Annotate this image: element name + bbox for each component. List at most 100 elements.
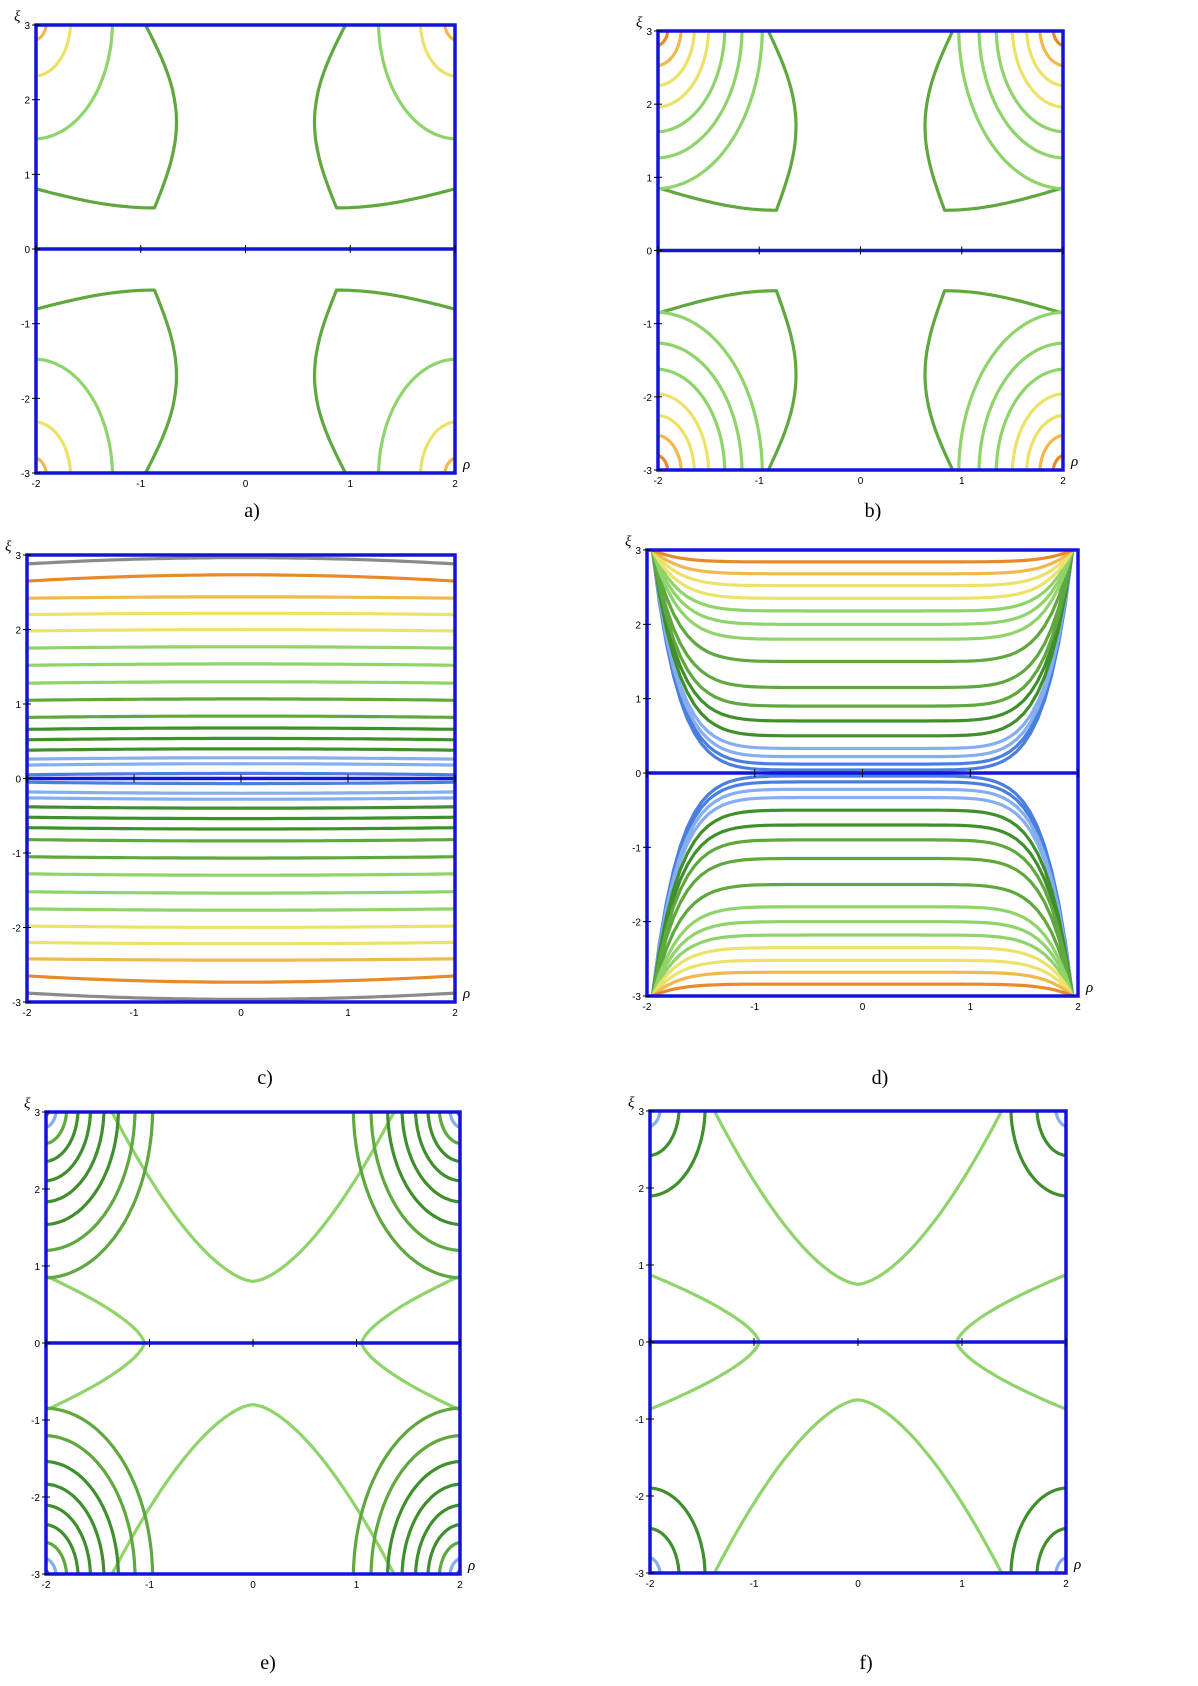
contour-line — [994, 367, 1063, 470]
contour-line — [312, 288, 455, 473]
contour-line — [46, 1112, 80, 1163]
contour-line — [27, 838, 455, 843]
contour-line — [369, 1434, 460, 1574]
contour-line — [650, 550, 1075, 664]
x-tick-label: 1 — [347, 479, 353, 490]
y-tick-label: -3 — [31, 1570, 40, 1581]
contour-line — [1025, 413, 1063, 470]
contour-line — [650, 808, 1075, 996]
y-tick-label: -3 — [635, 1569, 644, 1580]
contour-line — [650, 550, 1075, 759]
contour-line — [659, 31, 798, 212]
contour-line — [923, 31, 1062, 212]
contour-line — [109, 1112, 397, 1283]
x-tick-label: -2 — [643, 1002, 652, 1013]
contour-line — [351, 1112, 460, 1280]
contour-line — [650, 1486, 707, 1573]
contour-line — [658, 413, 696, 470]
y-tick-label: -1 — [21, 320, 30, 331]
x-tick-label: 0 — [858, 476, 864, 487]
contour-line — [650, 838, 1075, 996]
contour-line — [36, 25, 114, 141]
contour-line — [109, 1403, 397, 1574]
contour-line — [1009, 1486, 1066, 1573]
x-tick-label: 2 — [1060, 476, 1066, 487]
contour-line — [658, 392, 711, 470]
x-tick-label: 2 — [452, 479, 458, 490]
contour-line — [386, 1112, 460, 1227]
contour-line — [27, 872, 455, 877]
contour-line — [27, 940, 455, 946]
contour-line — [46, 1406, 155, 1574]
y-tick-label: 3 — [638, 1107, 644, 1118]
y-tick-label: 2 — [24, 96, 30, 107]
contour-line — [651, 946, 1074, 996]
contour-line — [650, 1111, 707, 1198]
caption-a: a) — [244, 500, 260, 522]
contour-line — [377, 25, 455, 141]
x-tick-label: 1 — [967, 1002, 973, 1013]
contour-line — [27, 611, 455, 617]
contour-line — [1035, 1111, 1066, 1158]
contour-line — [977, 31, 1063, 160]
contour-line — [658, 31, 727, 134]
contour-line — [27, 924, 455, 929]
x-axis-label: ρ — [467, 1558, 475, 1574]
contour-line — [650, 550, 1075, 613]
y-tick-label: 3 — [15, 551, 21, 562]
x-tick-label: 0 — [238, 1008, 244, 1019]
y-tick-label: -2 — [635, 1492, 644, 1503]
y-tick-label: -3 — [632, 992, 641, 1003]
y-tick-label: -2 — [12, 924, 21, 935]
contour-line — [651, 982, 1074, 996]
contour-line — [27, 680, 455, 685]
contour-line — [312, 25, 455, 210]
y-tick-label: 0 — [635, 769, 641, 780]
y-tick-label: 1 — [15, 700, 21, 711]
contour-line — [651, 550, 1074, 588]
contour-line — [650, 882, 1075, 996]
y-tick-label: 1 — [635, 695, 641, 706]
contour-line — [27, 780, 455, 786]
contour-lines — [650, 550, 1075, 996]
contour-line — [650, 920, 1075, 996]
contour-line — [27, 573, 455, 583]
contour-line — [658, 31, 744, 160]
y-axis-label: ξ — [14, 9, 21, 25]
contour-line — [400, 1112, 460, 1204]
contour-line — [712, 1398, 1004, 1573]
contour-line — [1010, 31, 1063, 109]
x-tick-label: -1 — [755, 476, 764, 487]
contour-line — [658, 433, 683, 470]
x-tick-label: -2 — [42, 1580, 51, 1591]
contour-line — [418, 25, 455, 78]
contour-line — [650, 550, 1075, 738]
contour-line — [658, 310, 764, 470]
contour-line — [27, 645, 455, 650]
x-axis-label: ρ — [1070, 454, 1078, 470]
caption-f: f) — [859, 1652, 873, 1674]
y-tick-label: -2 — [632, 918, 641, 929]
y-tick-label: -1 — [31, 1416, 40, 1427]
y-tick-label: -1 — [643, 320, 652, 331]
panel-b: -2 -1 0 1 2 -3 -2 -1 0 1 2 3 ρ ξ b) — [600, 0, 1198, 540]
y-tick-label: 3 — [24, 21, 30, 32]
x-tick-label: 2 — [452, 1008, 458, 1019]
contour-line — [650, 780, 1075, 996]
x-tick-label: -2 — [654, 476, 663, 487]
contour-lines — [27, 556, 455, 1001]
y-tick-label: 1 — [24, 170, 30, 181]
contour-line — [437, 1112, 460, 1146]
contour-line — [36, 420, 73, 473]
contour-line — [1038, 31, 1063, 68]
x-tick-label: 0 — [860, 1002, 866, 1013]
panel-e: -2 -1 0 1 2 -3 -2 -1 0 1 2 3 ρ ξ e) — [0, 1096, 560, 1686]
y-tick-label: -1 — [632, 843, 641, 854]
x-tick-label: 2 — [1075, 1002, 1081, 1013]
panel-c: -2 -1 0 1 2 -3 -2 -1 0 1 2 3 ρ ξ c) — [0, 539, 560, 1100]
contour-line — [27, 796, 455, 801]
x-tick-label: 1 — [959, 476, 965, 487]
contour-line — [46, 1112, 69, 1146]
contour-line — [27, 991, 455, 1001]
